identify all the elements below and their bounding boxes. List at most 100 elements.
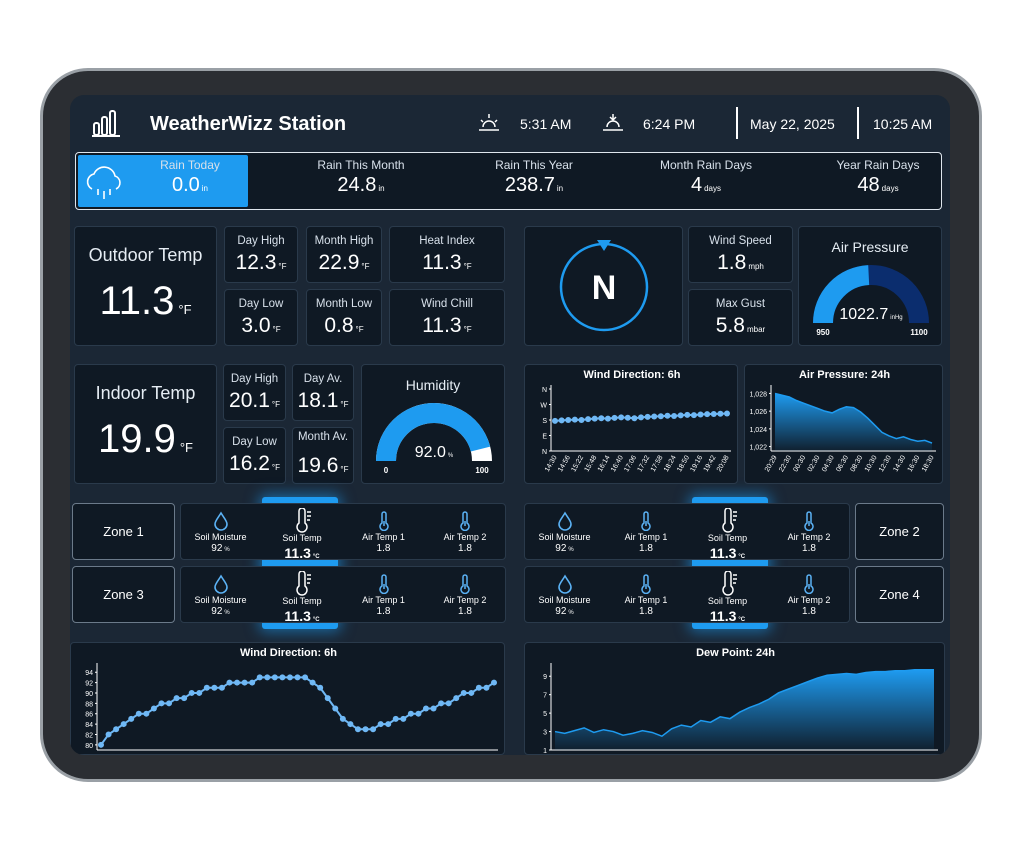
compass-pointer (597, 240, 611, 251)
sensor-label: Soil Temp (707, 596, 748, 606)
y-tick-label: 94 (85, 670, 93, 677)
value-unit: % (224, 547, 230, 553)
separator (736, 107, 738, 139)
zone-button[interactable]: Zone 2 (855, 503, 944, 560)
value-number: 1.8 (639, 606, 653, 617)
value-number: 19.9 (98, 417, 176, 461)
stat-card: Day Av. 18.1 °F (292, 364, 354, 421)
point (203, 684, 210, 691)
gauge-card: Humidity 92.0% 0 100 (361, 364, 505, 484)
point (631, 415, 638, 422)
sunrise-time: 5:31 AM (520, 116, 572, 132)
sensor-row (524, 503, 850, 560)
thermometer (721, 508, 737, 533)
point (218, 684, 225, 691)
point (286, 674, 293, 681)
point (491, 679, 497, 686)
sensor-row (524, 566, 850, 623)
sensor-label: Air Temp 2 (443, 532, 487, 542)
stat-card: Day High 20.1 °F (223, 364, 286, 421)
zone-button[interactable]: Zone 3 (72, 566, 175, 623)
point (166, 700, 173, 707)
droplet (557, 574, 572, 594)
value: 4 days (636, 174, 776, 197)
value-number: 92 (211, 606, 223, 617)
sensor: Soil Temp 11.3 °C (687, 566, 768, 624)
sensor-label: Soil Moisture (538, 595, 591, 605)
thermometer (460, 574, 470, 594)
stat-card: Day Low 16.2 °F (223, 427, 286, 484)
zone-button[interactable]: Zone 1 (72, 503, 175, 560)
stat-card: Wind Speed 1.8 mph (688, 226, 793, 283)
value: 1.8 (425, 543, 506, 554)
point (571, 416, 578, 423)
stat-card: Month Av. 19.6 °F (292, 427, 354, 484)
x-tick-label: 20:29 (764, 454, 779, 473)
value: 24.8 in (291, 174, 431, 197)
screen: WeatherWizz Station 5:31 AM 6:24 PM May … (70, 95, 950, 755)
point (710, 410, 717, 417)
droplet-icon (213, 511, 228, 531)
point (644, 413, 651, 420)
chart-title: Wind Direction: 6h (240, 647, 337, 659)
y-tick-label: N (542, 387, 547, 394)
gauge-max: 100 (475, 466, 489, 475)
point (234, 679, 241, 686)
chart: Air Pressure: 24h 1,028 1,026 1,024 1,022 20:… (749, 369, 936, 473)
sensor: Soil Temp 11.3 °C (262, 566, 343, 624)
point (332, 705, 339, 712)
x-tick-label: 16:30 (907, 454, 922, 473)
x-tick-label: 14:30 (892, 454, 907, 473)
point (98, 741, 104, 748)
temp-title: Outdoor Temp (88, 245, 203, 265)
point (347, 721, 354, 728)
value-unit: °C (312, 554, 320, 560)
value-number: 238.7 (504, 174, 555, 196)
sensor: Air Temp 1 1.8 (606, 503, 687, 560)
point (618, 414, 625, 421)
y-tick-label: 1,024 (749, 427, 767, 434)
gauge-min: 0 (384, 466, 389, 475)
point (188, 689, 195, 696)
point (552, 417, 558, 424)
point (704, 411, 711, 418)
point (324, 695, 331, 702)
y-tick-label: W (540, 403, 547, 410)
point (150, 705, 157, 712)
x-tick-label: 20:08 (716, 454, 731, 473)
temp-card: Outdoor Temp 11.3 °F (74, 226, 217, 346)
value: 20.1 °F (224, 389, 285, 413)
droplet (213, 574, 228, 594)
sensor-label: Soil Moisture (538, 532, 591, 542)
point (578, 417, 585, 423)
x-tick-label: 12:30 (878, 454, 893, 473)
rain-value: 4 days (636, 174, 776, 202)
stat-card: Day Low 3.0 °F (224, 289, 298, 346)
point (671, 413, 678, 420)
value: 1.8 (769, 543, 850, 554)
thermometer-icon (296, 508, 311, 533)
y-tick-label: 3 (543, 730, 547, 737)
point (256, 674, 263, 681)
sensor: Air Temp 2 1.8 (425, 566, 506, 623)
droplet-icon (557, 511, 572, 531)
point (158, 700, 165, 707)
point (113, 726, 120, 733)
zone-button[interactable]: Zone 4 (855, 566, 944, 623)
thermometer (721, 571, 737, 596)
gauge-unit: inHg (890, 315, 902, 321)
rain-value: 24.8 in (291, 174, 431, 202)
point (128, 715, 135, 722)
droplet-icon (213, 574, 228, 594)
point (317, 684, 324, 691)
date: May 22, 2025 (750, 116, 835, 132)
value-number: 11.3 (709, 608, 737, 624)
point (598, 415, 605, 422)
gauge-value: 92.0% (415, 444, 454, 461)
area-line (774, 392, 933, 444)
point (624, 414, 631, 421)
value: 92% (524, 543, 605, 554)
x-tick-label: 04:30 (821, 454, 836, 473)
x-tick-label: 22:30 (778, 454, 793, 473)
point (264, 674, 271, 681)
